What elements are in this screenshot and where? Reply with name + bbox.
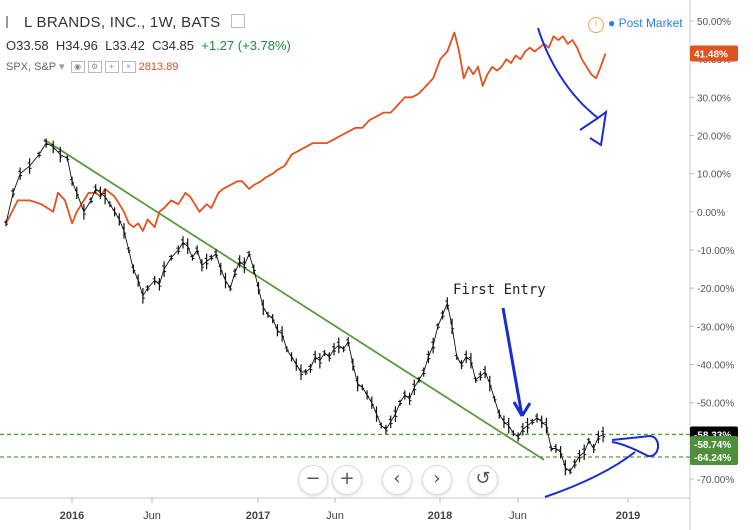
price-tag-bg [690, 436, 738, 453]
close-label: C [152, 38, 162, 53]
x-tick-label: 2018 [428, 510, 452, 522]
symbol-title: L BRANDS, INC., 1W, BATS [24, 14, 221, 31]
x-tick-label: 2017 [246, 510, 270, 522]
high-label: H [55, 38, 66, 53]
scroll-forward-button[interactable]: › [422, 465, 452, 495]
open-value: 33.58 [16, 38, 49, 53]
compare-dropdown-icon[interactable]: ▾ [59, 61, 65, 73]
price-tag: -58.74% [690, 436, 738, 453]
x-tick-label: Jun [143, 510, 161, 522]
x-tick-label: 2016 [60, 510, 84, 522]
y-tick-label: -30.00% [697, 322, 734, 333]
x-tick-label: 2019 [616, 510, 640, 522]
warning-icon: ! [588, 17, 604, 33]
price-tag-bg [690, 45, 738, 62]
low-label: L [105, 38, 113, 53]
lbrands-series-line[interactable] [5, 142, 604, 472]
close-value: 34.85 [161, 38, 195, 53]
scroll-back-button[interactable]: ‹ [382, 465, 412, 495]
price-tag-label: -58.33% [694, 430, 731, 441]
compare-add-icon[interactable]: + [104, 61, 119, 74]
y-tick-label: 10.00% [697, 170, 731, 181]
open-label: O [6, 38, 17, 53]
downtrend-line[interactable] [43, 138, 545, 461]
spx-series-line[interactable] [5, 31, 607, 232]
y-tick-label: -70.00% [697, 475, 734, 486]
compare-remove-icon[interactable]: × [121, 61, 136, 74]
high-value: 34.96 [65, 38, 98, 53]
compare-value: 2813.89 [138, 61, 179, 73]
price-tag-bg [690, 449, 738, 466]
first-entry-label: First Entry [453, 282, 546, 298]
post-market-dot-icon: ● [608, 16, 616, 30]
zoom-in-button[interactable]: + [332, 465, 362, 495]
price-tag-label: 41.48% [694, 50, 728, 61]
compare-settings-icon[interactable]: ⚙ [87, 61, 102, 74]
hand-drawn-arrow-top [537, 27, 608, 147]
compare-visibility-icon[interactable]: ◉ [70, 61, 85, 74]
reset-chart-button[interactable]: ↺ [468, 465, 498, 495]
price-tag-label: -58.74% [694, 440, 731, 451]
settings-icon[interactable] [230, 14, 245, 28]
y-tick-label: 20.00% [697, 132, 731, 143]
x-tick-label: Jun [326, 510, 344, 522]
hand-drawn-arrow-bottom [544, 434, 659, 498]
price-tag: -64.24% [690, 449, 738, 466]
symbol-title-row: L BRANDS, INC., 1W, BATS [6, 14, 245, 31]
post-market-label: Post Market [618, 16, 683, 30]
low-value: 33.42 [112, 38, 145, 53]
x-tick-label: Jun [509, 510, 527, 522]
post-market-indicator[interactable]: ! ● Post Market [588, 16, 683, 33]
first-entry-arrow [501, 307, 532, 417]
y-tick-label: -10.00% [697, 246, 734, 257]
change-value: +1.27 (+3.78%) [201, 38, 291, 53]
compare-row: SPX, S&P ▾ ◉ ⚙ + × 2813.89 [6, 60, 179, 74]
price-tag-label: -64.24% [694, 453, 731, 464]
ohlc-row: O33.58 H34.96 L33.42 C34.85 +1.27 (+3.78… [6, 38, 291, 53]
zoom-out-button[interactable]: − [298, 465, 328, 495]
price-tag: 41.48% [690, 45, 738, 62]
y-tick-label: -20.00% [697, 284, 734, 295]
y-tick-label: -40.00% [697, 361, 734, 372]
compare-symbol: SPX, S&P [6, 61, 56, 73]
y-tick-label: 0.00% [697, 208, 725, 219]
y-tick-label: 30.00% [697, 93, 731, 104]
symbol-collapse-icon[interactable] [6, 16, 18, 28]
y-tick-label: 50.00% [697, 17, 731, 28]
y-tick-label: -50.00% [697, 399, 734, 410]
